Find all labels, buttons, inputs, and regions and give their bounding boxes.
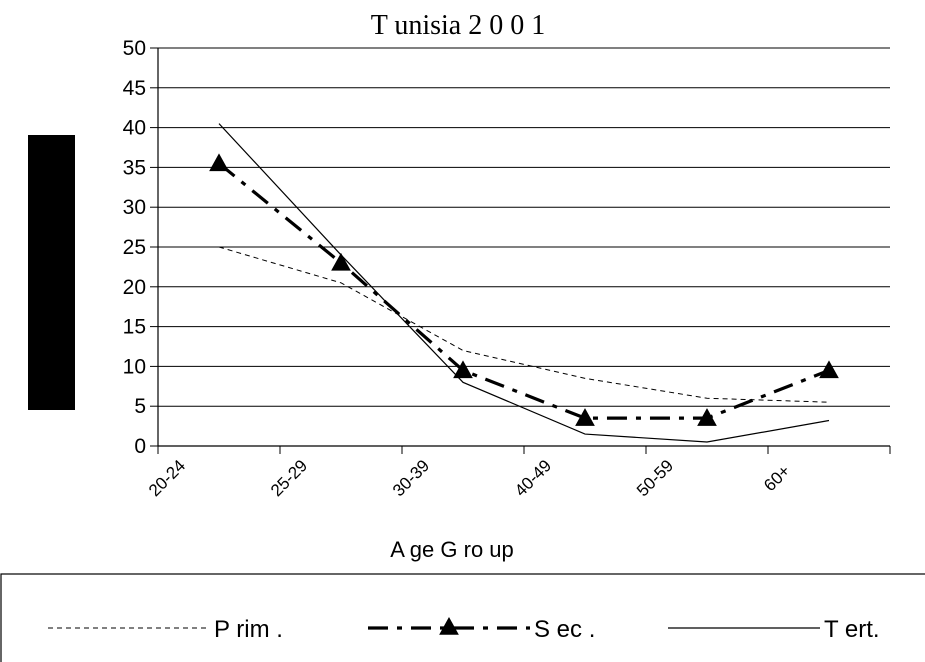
chart-title: T unisia 2 0 0 1: [371, 10, 545, 41]
data-point-marker: [209, 153, 229, 172]
y-tick-label: 0: [134, 435, 146, 458]
legend-label: P rim .: [214, 616, 283, 643]
x-tick-label: 30-39: [389, 456, 433, 500]
series-line: [218, 246, 830, 403]
legend-box: [0, 573, 925, 662]
y-tick-label: 45: [123, 77, 146, 100]
x-tick-label: 20-24: [145, 456, 189, 500]
series-line: [218, 123, 830, 443]
data-point-marker: [819, 360, 839, 379]
series-lines: [209, 123, 839, 443]
y-tick-label: 40: [123, 117, 146, 140]
y-axis-label-redaction: [28, 135, 75, 410]
y-tick-label: 25: [123, 236, 146, 259]
x-axis-ticks: 20-24 25-29 30-39 40-49 50-59 60+: [145, 446, 891, 500]
x-tick-label: 25-29: [267, 456, 311, 500]
gridlines: [158, 47, 890, 407]
legend: P rim . S ec . T ert.: [0, 573, 925, 662]
x-axis-label: A ge G ro up: [390, 537, 514, 562]
y-axis-ticks: 0 5 10 15 20 25 30 35 40 45 50: [123, 37, 158, 458]
y-tick-label: 15: [123, 316, 146, 339]
data-point-marker: [331, 252, 351, 271]
x-tick-label: 40-49: [511, 456, 555, 500]
y-tick-label: 50: [123, 37, 146, 60]
y-tick-label: 30: [123, 196, 146, 219]
legend-marker: [439, 616, 459, 635]
y-tick-label: 20: [123, 276, 146, 299]
x-tick-label: 50-59: [633, 456, 677, 500]
legend-label: T ert.: [824, 616, 880, 643]
data-point-marker: [453, 360, 473, 379]
y-tick-label: 35: [123, 156, 146, 179]
data-point-marker: [697, 408, 717, 426]
y-tick-label: 5: [134, 395, 146, 418]
y-tick-label: 10: [123, 355, 146, 378]
x-tick-label: 60+: [760, 461, 794, 495]
data-point-marker: [575, 408, 595, 426]
series-line: [217, 162, 830, 420]
legend-label: S ec .: [534, 616, 595, 643]
